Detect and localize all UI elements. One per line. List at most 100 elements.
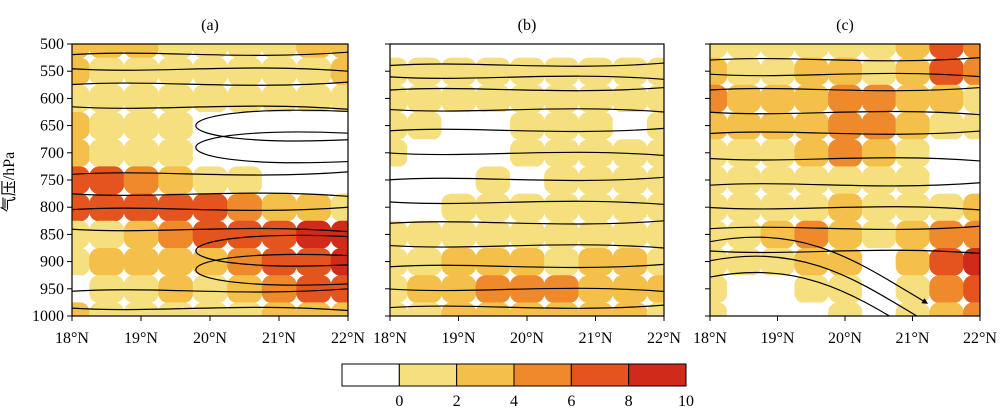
shading-cell	[760, 84, 795, 113]
shading-cell	[726, 302, 762, 316]
streamlines	[390, 62, 664, 309]
shading-cell	[89, 57, 125, 86]
panel-label: (a)	[201, 17, 219, 34]
x-tick-label: 22°N	[963, 330, 997, 347]
shading-cell	[544, 193, 579, 222]
shading-cell	[929, 248, 964, 276]
shading-cell	[227, 248, 263, 276]
shading-cell	[929, 220, 964, 249]
y-tick-label: 850	[40, 226, 64, 243]
shading-cell	[330, 44, 348, 59]
shading-cell	[441, 166, 477, 195]
x-tick-label: 19°N	[761, 330, 795, 347]
y-tick-label: 650	[40, 118, 64, 135]
shading-cell	[475, 275, 511, 303]
shading-cell	[646, 275, 664, 303]
shading-cell	[861, 44, 897, 59]
shading-cell	[544, 44, 579, 59]
shading-cell	[261, 84, 297, 113]
shading-cell	[760, 139, 795, 167]
shading-cell	[578, 139, 614, 167]
shading-cell	[441, 220, 477, 249]
shading-cell	[89, 139, 125, 167]
shading-cell	[861, 84, 897, 113]
panel-c: (c) 18°N 19°N 20°N 21°N 22°N	[693, 17, 997, 347]
shading-cell	[612, 84, 648, 113]
shading-cell	[192, 139, 228, 167]
shading-cell	[895, 275, 930, 303]
y-tick-label: 700	[40, 145, 64, 162]
colorbar-swatch	[398, 363, 458, 387]
shading-cell	[726, 112, 762, 140]
colorbar-tick-label: 10	[678, 393, 694, 410]
streamline	[710, 182, 980, 187]
shading-cell	[612, 166, 648, 195]
shading-cell	[895, 248, 930, 276]
shading-cell	[261, 139, 297, 167]
streamline	[390, 151, 664, 157]
shading-cell	[726, 275, 762, 303]
shading-cell	[895, 220, 930, 249]
streamline	[710, 249, 980, 255]
shading-cell	[612, 193, 648, 222]
shading-cell	[227, 220, 263, 249]
shading-cell	[760, 112, 795, 140]
shading-cell	[123, 166, 159, 195]
shading-field	[710, 44, 980, 316]
shading-cell	[544, 84, 579, 113]
x-tick-label: 20°N	[193, 330, 227, 347]
panel-label: (b)	[518, 17, 537, 34]
shading-cell	[794, 248, 829, 276]
shading-cell	[72, 193, 90, 222]
shading-cell	[895, 193, 930, 222]
shading-cell	[578, 248, 614, 276]
shading-cell	[72, 220, 90, 249]
shading-cell	[123, 112, 159, 140]
shading-cell	[963, 193, 980, 222]
shading-cell	[407, 112, 442, 140]
shading-cell	[330, 84, 348, 113]
shading-cell	[794, 275, 829, 303]
shading-cell	[544, 112, 579, 140]
streamline	[72, 105, 348, 110]
shading-cell	[963, 112, 980, 140]
shading-cell	[828, 139, 863, 167]
shading-cell	[158, 139, 194, 167]
shading-cell	[475, 84, 511, 113]
streamline	[710, 236, 929, 304]
shading-cell	[475, 302, 511, 316]
shading-cell	[710, 275, 728, 303]
shading-cell	[296, 112, 332, 140]
shading-cell	[895, 112, 930, 140]
shading-cell	[895, 84, 930, 113]
shading-cell	[72, 275, 90, 303]
streamline	[72, 227, 348, 233]
x-tick-label: 18°N	[373, 330, 407, 347]
streamline	[72, 51, 348, 56]
shading-cell	[192, 166, 228, 195]
shading-cell	[407, 275, 442, 303]
shading-cell	[612, 302, 648, 316]
shading-cell	[407, 193, 442, 222]
shading-cell	[296, 84, 332, 113]
streamline	[710, 225, 980, 231]
shading-cell	[710, 84, 728, 113]
shading-cell	[929, 275, 964, 303]
shading-cell	[710, 166, 728, 195]
shading-cell	[861, 193, 897, 222]
shading-cell	[646, 139, 664, 167]
shading-cell	[929, 139, 964, 167]
shading-cell	[441, 84, 477, 113]
shading-cell	[123, 139, 159, 167]
streamline	[390, 287, 664, 293]
colorbar-swatch	[570, 363, 630, 387]
y-tick-label: 600	[40, 90, 64, 107]
x-tick-label: 20°N	[828, 330, 862, 347]
shading-cell	[261, 248, 297, 276]
shading-cell	[296, 139, 332, 167]
shading-cell	[261, 275, 297, 303]
shading-cell	[261, 193, 297, 222]
shading-cell	[963, 166, 980, 195]
shading-cell	[261, 166, 297, 195]
shading-cell	[963, 84, 980, 113]
